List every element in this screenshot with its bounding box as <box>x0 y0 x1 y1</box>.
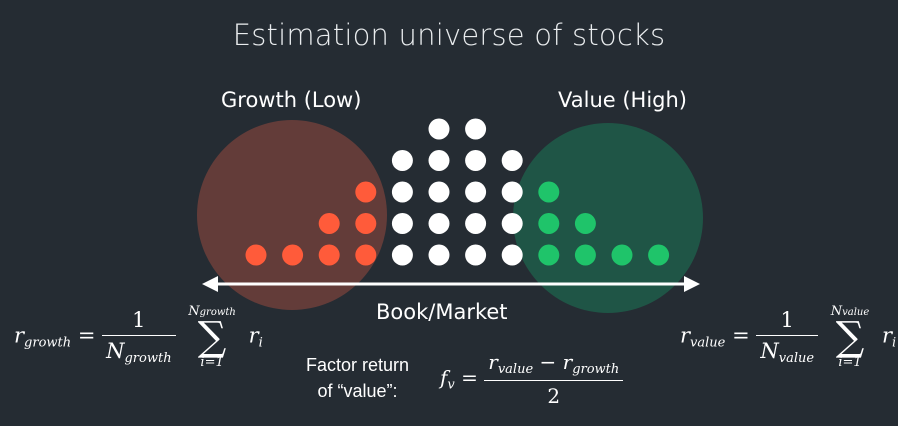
formula-subscript: growth <box>199 307 236 318</box>
neutral-stock-dot <box>428 244 450 266</box>
formula-subscript: i <box>892 335 897 351</box>
neutral-stock-dot <box>391 213 413 234</box>
formula-subscript: growth <box>124 351 172 366</box>
neutral-stock-dot <box>391 244 413 266</box>
formula-subscript: value <box>690 335 726 351</box>
formula-subscript: value <box>842 307 870 318</box>
neutral-stock-dot <box>465 118 487 140</box>
factor-return-label: Factor return of “value”: <box>306 352 409 404</box>
axis-arrowhead-left <box>202 276 218 292</box>
growth-stock-dot <box>245 244 267 266</box>
axis-label: Book/Market <box>376 300 508 324</box>
formula-symbol: f <box>440 365 448 390</box>
minus-sign: − <box>533 350 563 374</box>
sum-upper-limit: N <box>830 304 843 319</box>
value-return-formula: rvalue = 1 Nvalue Nvalue ∑ i=1 ri <box>680 304 896 370</box>
value-stock-dot <box>538 244 560 266</box>
axis-arrowhead-right <box>684 276 700 292</box>
formula-subscript: growth <box>572 362 620 377</box>
formula-symbol: r <box>14 323 25 348</box>
formula-term: r <box>488 350 498 374</box>
neutral-stock-dot <box>428 181 450 203</box>
sum-lower-limit: i=1 <box>200 355 224 370</box>
formula-subscript: value <box>778 351 815 366</box>
summation: Nvalue ∑ i=1 <box>831 304 870 370</box>
formula-subscript: value <box>497 362 534 377</box>
factor-return-label-line2: of “value”: <box>317 381 398 401</box>
fraction: 1 Nvalue <box>756 308 819 366</box>
sigma-icon: ∑ <box>197 314 227 360</box>
neutral-stock-dot <box>428 150 450 171</box>
formula-term: r <box>881 323 893 348</box>
book-market-axis-arrow <box>202 276 700 292</box>
factor-return-label-line1: Factor return <box>306 355 410 375</box>
stock-dots <box>245 118 670 266</box>
neutral-stock-dot <box>501 213 523 234</box>
neutral-stock-dot <box>465 213 487 234</box>
growth-stock-dot <box>355 213 377 234</box>
formula-term: r <box>562 350 573 374</box>
neutral-stock-dot <box>391 150 413 171</box>
growth-stock-dot <box>282 244 304 266</box>
growth-stock-dot <box>355 181 377 203</box>
neutral-stock-dot <box>428 118 450 140</box>
neutral-stock-dot <box>391 181 413 203</box>
fraction-denominator: N <box>106 339 125 363</box>
value-stock-dot <box>538 213 560 234</box>
value-stock-dot <box>611 244 633 266</box>
equals-sign: = <box>77 323 103 348</box>
growth-stock-dot <box>318 213 340 234</box>
formula-symbol: r <box>680 323 691 348</box>
fraction-denominator: N <box>760 339 779 363</box>
neutral-stock-dot <box>428 213 450 234</box>
value-label: Value (High) <box>558 88 687 112</box>
fraction: rvalue − rgrowth 2 <box>484 350 624 408</box>
value-stock-dot <box>648 244 670 266</box>
equals-sign: = <box>461 365 485 390</box>
diagram-title: Estimation universe of stocks <box>232 18 666 52</box>
fraction-numerator: 1 <box>102 308 176 336</box>
equals-sign: = <box>732 323 757 348</box>
sigma-icon: ∑ <box>835 314 865 360</box>
summation: Ngrowth ∑ i=1 <box>188 304 236 370</box>
formula-subscript: v <box>447 377 455 393</box>
formula-term: r <box>248 323 259 348</box>
value-stock-dot <box>574 213 596 234</box>
neutral-stock-dot <box>465 150 487 171</box>
value-stock-dot <box>538 181 560 203</box>
value-circle <box>513 123 703 313</box>
formula-subscript: i <box>258 335 263 351</box>
fraction: 1 Ngrowth <box>102 308 176 366</box>
neutral-stock-dot <box>501 244 523 266</box>
growth-stock-dot <box>318 244 340 266</box>
neutral-stock-dot <box>465 244 487 266</box>
growth-return-formula: rgrowth = 1 Ngrowth Ngrowth ∑ i=1 ri <box>14 304 263 370</box>
growth-stock-dot <box>355 244 377 266</box>
sum-lower-limit: i=1 <box>838 355 862 370</box>
neutral-stock-dot <box>465 181 487 203</box>
growth-circle <box>197 120 387 310</box>
neutral-stock-dot <box>501 181 523 203</box>
formula-subscript: growth <box>24 335 72 351</box>
factor-return-formula: fv = rvalue − rgrowth 2 <box>440 350 624 408</box>
fraction-numerator: 1 <box>756 308 819 336</box>
neutral-stock-dot <box>501 150 523 171</box>
sum-upper-limit: N <box>188 304 200 319</box>
fraction-denominator: 2 <box>547 384 561 408</box>
growth-label: Growth (Low) <box>221 88 362 112</box>
value-stock-dot <box>574 244 596 266</box>
